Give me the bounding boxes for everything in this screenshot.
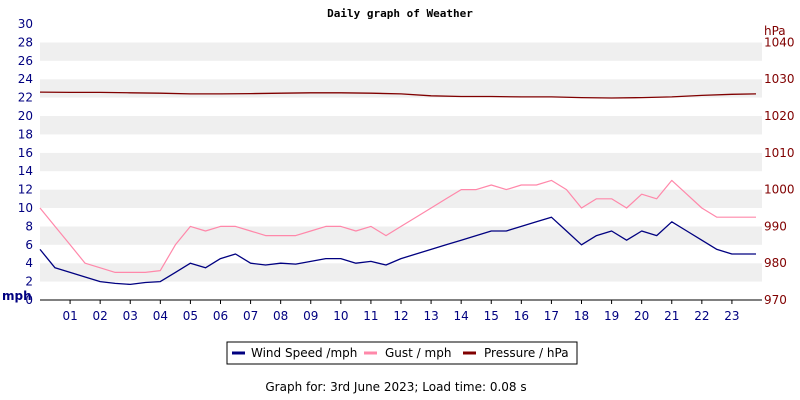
grid-band <box>40 60 762 80</box>
grid-band <box>40 134 762 153</box>
x-tick-label: 11 <box>363 309 378 323</box>
right-axis-ticks: 970 980 990 1000 1010 1020 1030 1040 <box>764 35 795 307</box>
left-tick-label: 22 <box>18 91 33 105</box>
grid-band <box>40 171 762 190</box>
left-tick-label: 12 <box>18 183 33 197</box>
grid-band <box>40 244 762 264</box>
x-tick-label: 07 <box>243 309 258 323</box>
left-tick-label: 28 <box>18 35 33 49</box>
left-tick-label: 8 <box>25 219 33 233</box>
grid-bands <box>40 24 762 300</box>
grid-band <box>40 42 762 61</box>
x-tick-label: 15 <box>484 309 499 323</box>
x-tick-label: 22 <box>694 309 709 323</box>
x-tick-label: 23 <box>724 309 739 323</box>
left-tick-label: 26 <box>18 54 33 68</box>
grid-band <box>40 263 762 282</box>
series-layer <box>39 91 757 286</box>
left-tick-label: 18 <box>18 127 33 141</box>
legend-box <box>226 341 578 365</box>
series-pressure-line <box>39 91 757 99</box>
grid-band <box>40 281 762 300</box>
series-gust-line <box>39 179 756 273</box>
left-tick-label: 30 <box>18 17 33 31</box>
series-wind-speed-line <box>39 216 756 286</box>
x-tick-label: 05 <box>183 309 198 323</box>
left-tick-label: 4 <box>25 256 33 270</box>
left-tick-label: 24 <box>18 72 33 86</box>
x-tick-label: 17 <box>544 309 559 323</box>
grid-band <box>40 79 762 98</box>
left-tick-label: 20 <box>18 109 33 123</box>
footer-caption: Graph for: 3rd June 2023; Load time: 0.0… <box>265 380 526 394</box>
right-tick-label: 1040 <box>764 35 795 49</box>
right-tick-label: 990 <box>764 219 787 233</box>
x-tick-label: 18 <box>574 309 589 323</box>
right-axis-unit: hPa <box>764 24 786 38</box>
left-tick-label: 0 <box>25 293 33 307</box>
x-axis-ticks: 01 02 03 04 05 06 07 08 09 10 11 12 13 14 15 16 17 18 19 20… <box>62 300 740 323</box>
grid-band <box>40 24 762 43</box>
x-tick-label: 21 <box>664 309 679 323</box>
legend-label-pressure: Pressure / hPa <box>484 346 569 360</box>
grid-band <box>40 152 762 172</box>
x-tick-label: 20 <box>634 309 649 323</box>
legend-label-gust: Gust / mph <box>385 346 451 360</box>
x-tick-label: 09 <box>303 309 318 323</box>
right-tick-label: 1000 <box>764 183 795 197</box>
left-tick-label: 10 <box>18 201 33 215</box>
right-tick-label: 1010 <box>764 146 795 160</box>
left-tick-label: 16 <box>18 146 33 160</box>
right-tick-label: 980 <box>764 256 787 270</box>
left-tick-label: 2 <box>25 275 33 289</box>
x-tick-label: 03 <box>123 309 138 323</box>
x-tick-label: 06 <box>213 309 228 323</box>
grid-band <box>40 116 762 135</box>
grid-band <box>40 208 762 227</box>
legend-label-wind: Wind Speed /mph <box>251 346 357 360</box>
grid-band <box>40 226 762 245</box>
x-tick-label: 02 <box>93 309 108 323</box>
x-tick-label: 10 <box>333 309 348 323</box>
chart-title: Daily graph of Weather <box>327 7 473 20</box>
x-tick-label: 16 <box>514 309 529 323</box>
left-tick-label: 6 <box>25 238 33 252</box>
x-tick-label: 13 <box>423 309 438 323</box>
right-tick-label: 1030 <box>764 72 795 86</box>
x-tick-label: 12 <box>393 309 408 323</box>
x-tick-label: 19 <box>604 309 619 323</box>
left-tick-label: 14 <box>18 164 33 178</box>
x-tick-label: 01 <box>62 309 77 323</box>
x-tick-label: 08 <box>273 309 288 323</box>
right-tick-label: 970 <box>764 293 787 307</box>
x-tick-label: 04 <box>153 309 168 323</box>
left-axis-unit: mph <box>2 289 32 303</box>
x-tick-label: 14 <box>454 309 469 323</box>
right-tick-label: 1020 <box>764 109 795 123</box>
legend: Wind Speed /mph Gust / mph Pressure / hP… <box>226 341 578 365</box>
grid-band <box>40 97 762 116</box>
grid-band <box>40 189 762 208</box>
